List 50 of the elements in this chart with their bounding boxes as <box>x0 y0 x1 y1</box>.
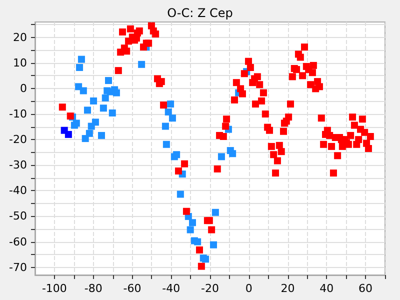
x-tick-label: -40 <box>162 282 180 295</box>
x-tick-label: -20 <box>201 282 219 295</box>
x-tick-label: 60 <box>358 282 373 295</box>
point <box>168 114 176 122</box>
y-tick-label: 0 <box>20 82 27 95</box>
point <box>84 106 91 114</box>
point <box>98 132 105 139</box>
point <box>64 130 72 138</box>
point <box>100 104 107 112</box>
y-tick-label: 20 <box>13 30 27 44</box>
point <box>80 87 87 94</box>
point <box>173 151 180 158</box>
point <box>105 77 112 84</box>
point <box>218 153 225 160</box>
point <box>108 109 116 116</box>
y-tick-label: -10 <box>9 108 27 120</box>
point <box>162 140 170 148</box>
point <box>164 108 172 116</box>
point <box>82 135 89 142</box>
point <box>167 100 174 108</box>
y-tick-label: 10 <box>13 56 27 70</box>
y-tick-label: -60 <box>9 235 27 248</box>
point <box>162 122 169 130</box>
point <box>229 150 236 158</box>
point <box>76 64 84 71</box>
y-tick-label: -40 <box>9 184 27 198</box>
point <box>176 190 184 198</box>
point <box>138 60 146 68</box>
y-tick-label: -70 <box>9 260 27 274</box>
point <box>212 208 219 216</box>
point <box>112 89 120 96</box>
x-tick-label: 40 <box>320 282 334 295</box>
chart-title: O-C: Z Cep <box>167 6 233 20</box>
point <box>202 256 210 263</box>
point <box>186 226 194 234</box>
point <box>189 219 196 226</box>
y-tick-label: -20 <box>9 133 27 146</box>
point <box>90 97 98 104</box>
point <box>102 94 109 102</box>
y-tick-label: -50 <box>9 210 27 223</box>
x-tick-label: -60 <box>123 282 142 295</box>
x-tick-label: -80 <box>84 282 102 295</box>
x-tick-label: -100 <box>42 282 67 295</box>
point <box>210 241 217 248</box>
point <box>78 56 85 63</box>
point <box>194 238 202 246</box>
point <box>88 122 95 130</box>
x-tick-label: 20 <box>280 282 295 295</box>
y-tick-label: -30 <box>9 158 27 172</box>
x-tick-label: 0 <box>245 282 252 295</box>
